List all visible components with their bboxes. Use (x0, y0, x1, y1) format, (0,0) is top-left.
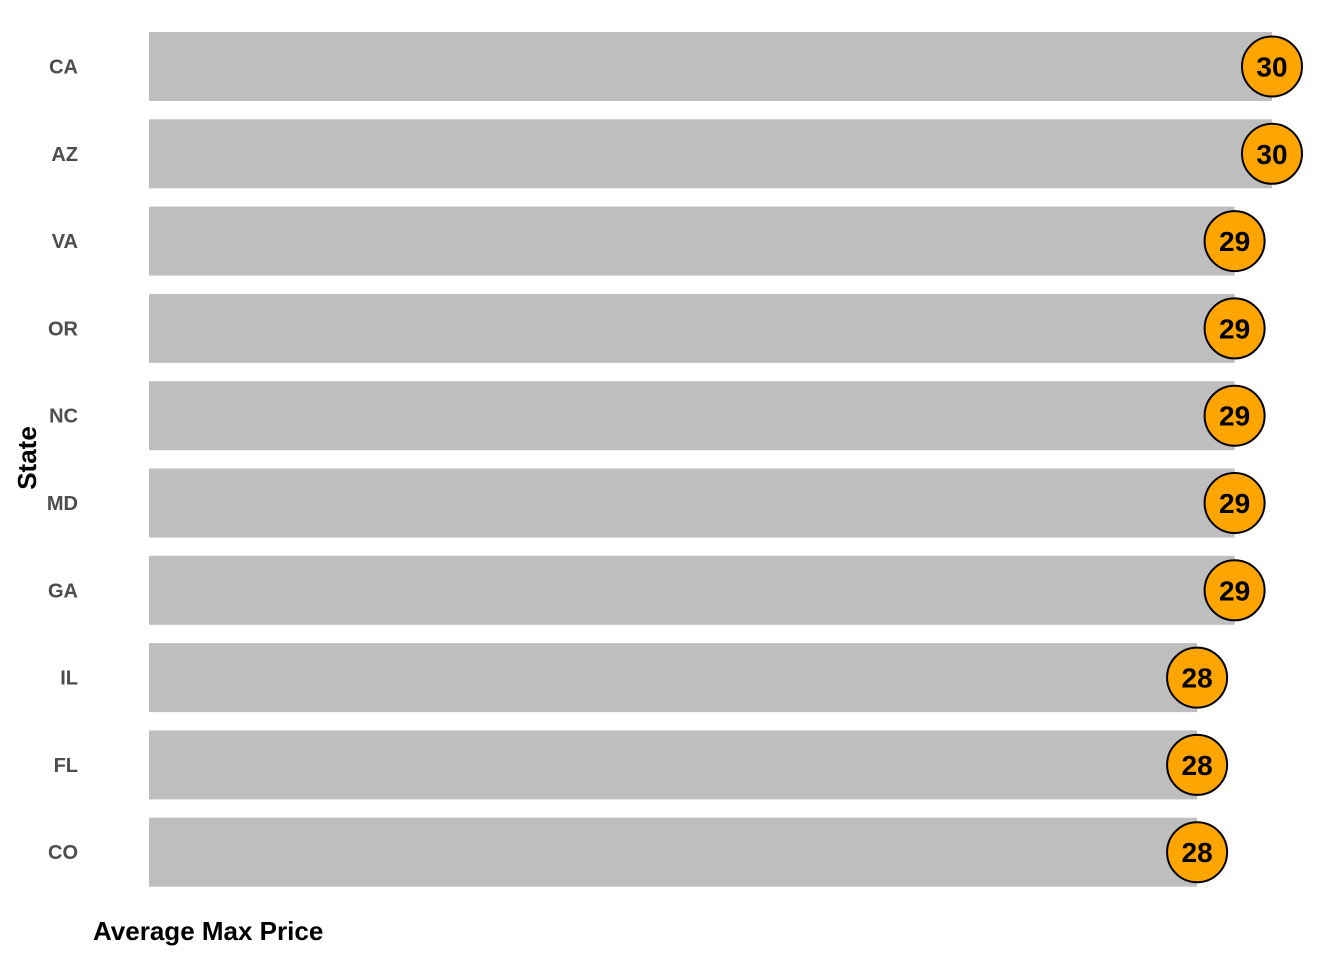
value-marker-ga (1203, 559, 1266, 622)
value-marker-ca (1241, 35, 1303, 98)
category-label-va: VA (52, 231, 78, 253)
bar-co (149, 817, 1198, 887)
category-label-ga: GA (48, 580, 78, 602)
value-label-il: 28 (1182, 663, 1213, 694)
value-marker-co (1166, 821, 1229, 884)
x-axis-title: Average Max Price (93, 916, 323, 946)
category-label-ca: CA (49, 57, 78, 79)
category-label-nc: NC (49, 406, 78, 428)
bar-nc (149, 381, 1235, 451)
category-labels: CA AZ VA OR NC MD GA IL FL CO (47, 57, 79, 865)
bar-md (149, 468, 1235, 538)
category-label-co: CO (48, 842, 78, 864)
value-label-co: 28 (1182, 837, 1213, 868)
value-marker-va (1203, 210, 1266, 273)
category-label-or: OR (48, 318, 79, 340)
value-label-az: 30 (1256, 139, 1287, 170)
value-marker-or (1203, 297, 1266, 360)
bar-va (149, 206, 1235, 276)
value-marker-nc (1203, 384, 1266, 447)
category-label-fl: FL (54, 755, 78, 777)
value-marker-fl (1166, 733, 1229, 796)
value-label-ca: 30 (1256, 52, 1287, 83)
value-label-fl: 28 (1182, 750, 1213, 781)
bar-or (149, 293, 1235, 363)
bar-ca (149, 32, 1272, 101)
bar-il (149, 643, 1198, 713)
value-marker-md (1203, 472, 1266, 534)
bar-ga (149, 555, 1235, 625)
value-label-or: 29 (1219, 313, 1250, 344)
y-axis-title: State (12, 426, 42, 490)
value-label-md: 29 (1219, 488, 1250, 519)
category-label-az: AZ (51, 144, 78, 166)
value-marker-il (1166, 646, 1229, 709)
bars-layer (149, 32, 1272, 887)
value-label-ga: 29 (1219, 575, 1250, 606)
value-label-va: 29 (1219, 226, 1250, 257)
category-label-md: MD (47, 493, 78, 515)
value-label-nc: 29 (1219, 401, 1250, 432)
value-markers: 30 30 29 29 29 29 29 28 28 28 (1166, 35, 1303, 884)
bar-fl (149, 730, 1198, 800)
bar-az (149, 119, 1272, 189)
value-marker-az (1241, 122, 1303, 185)
category-label-il: IL (60, 668, 78, 690)
